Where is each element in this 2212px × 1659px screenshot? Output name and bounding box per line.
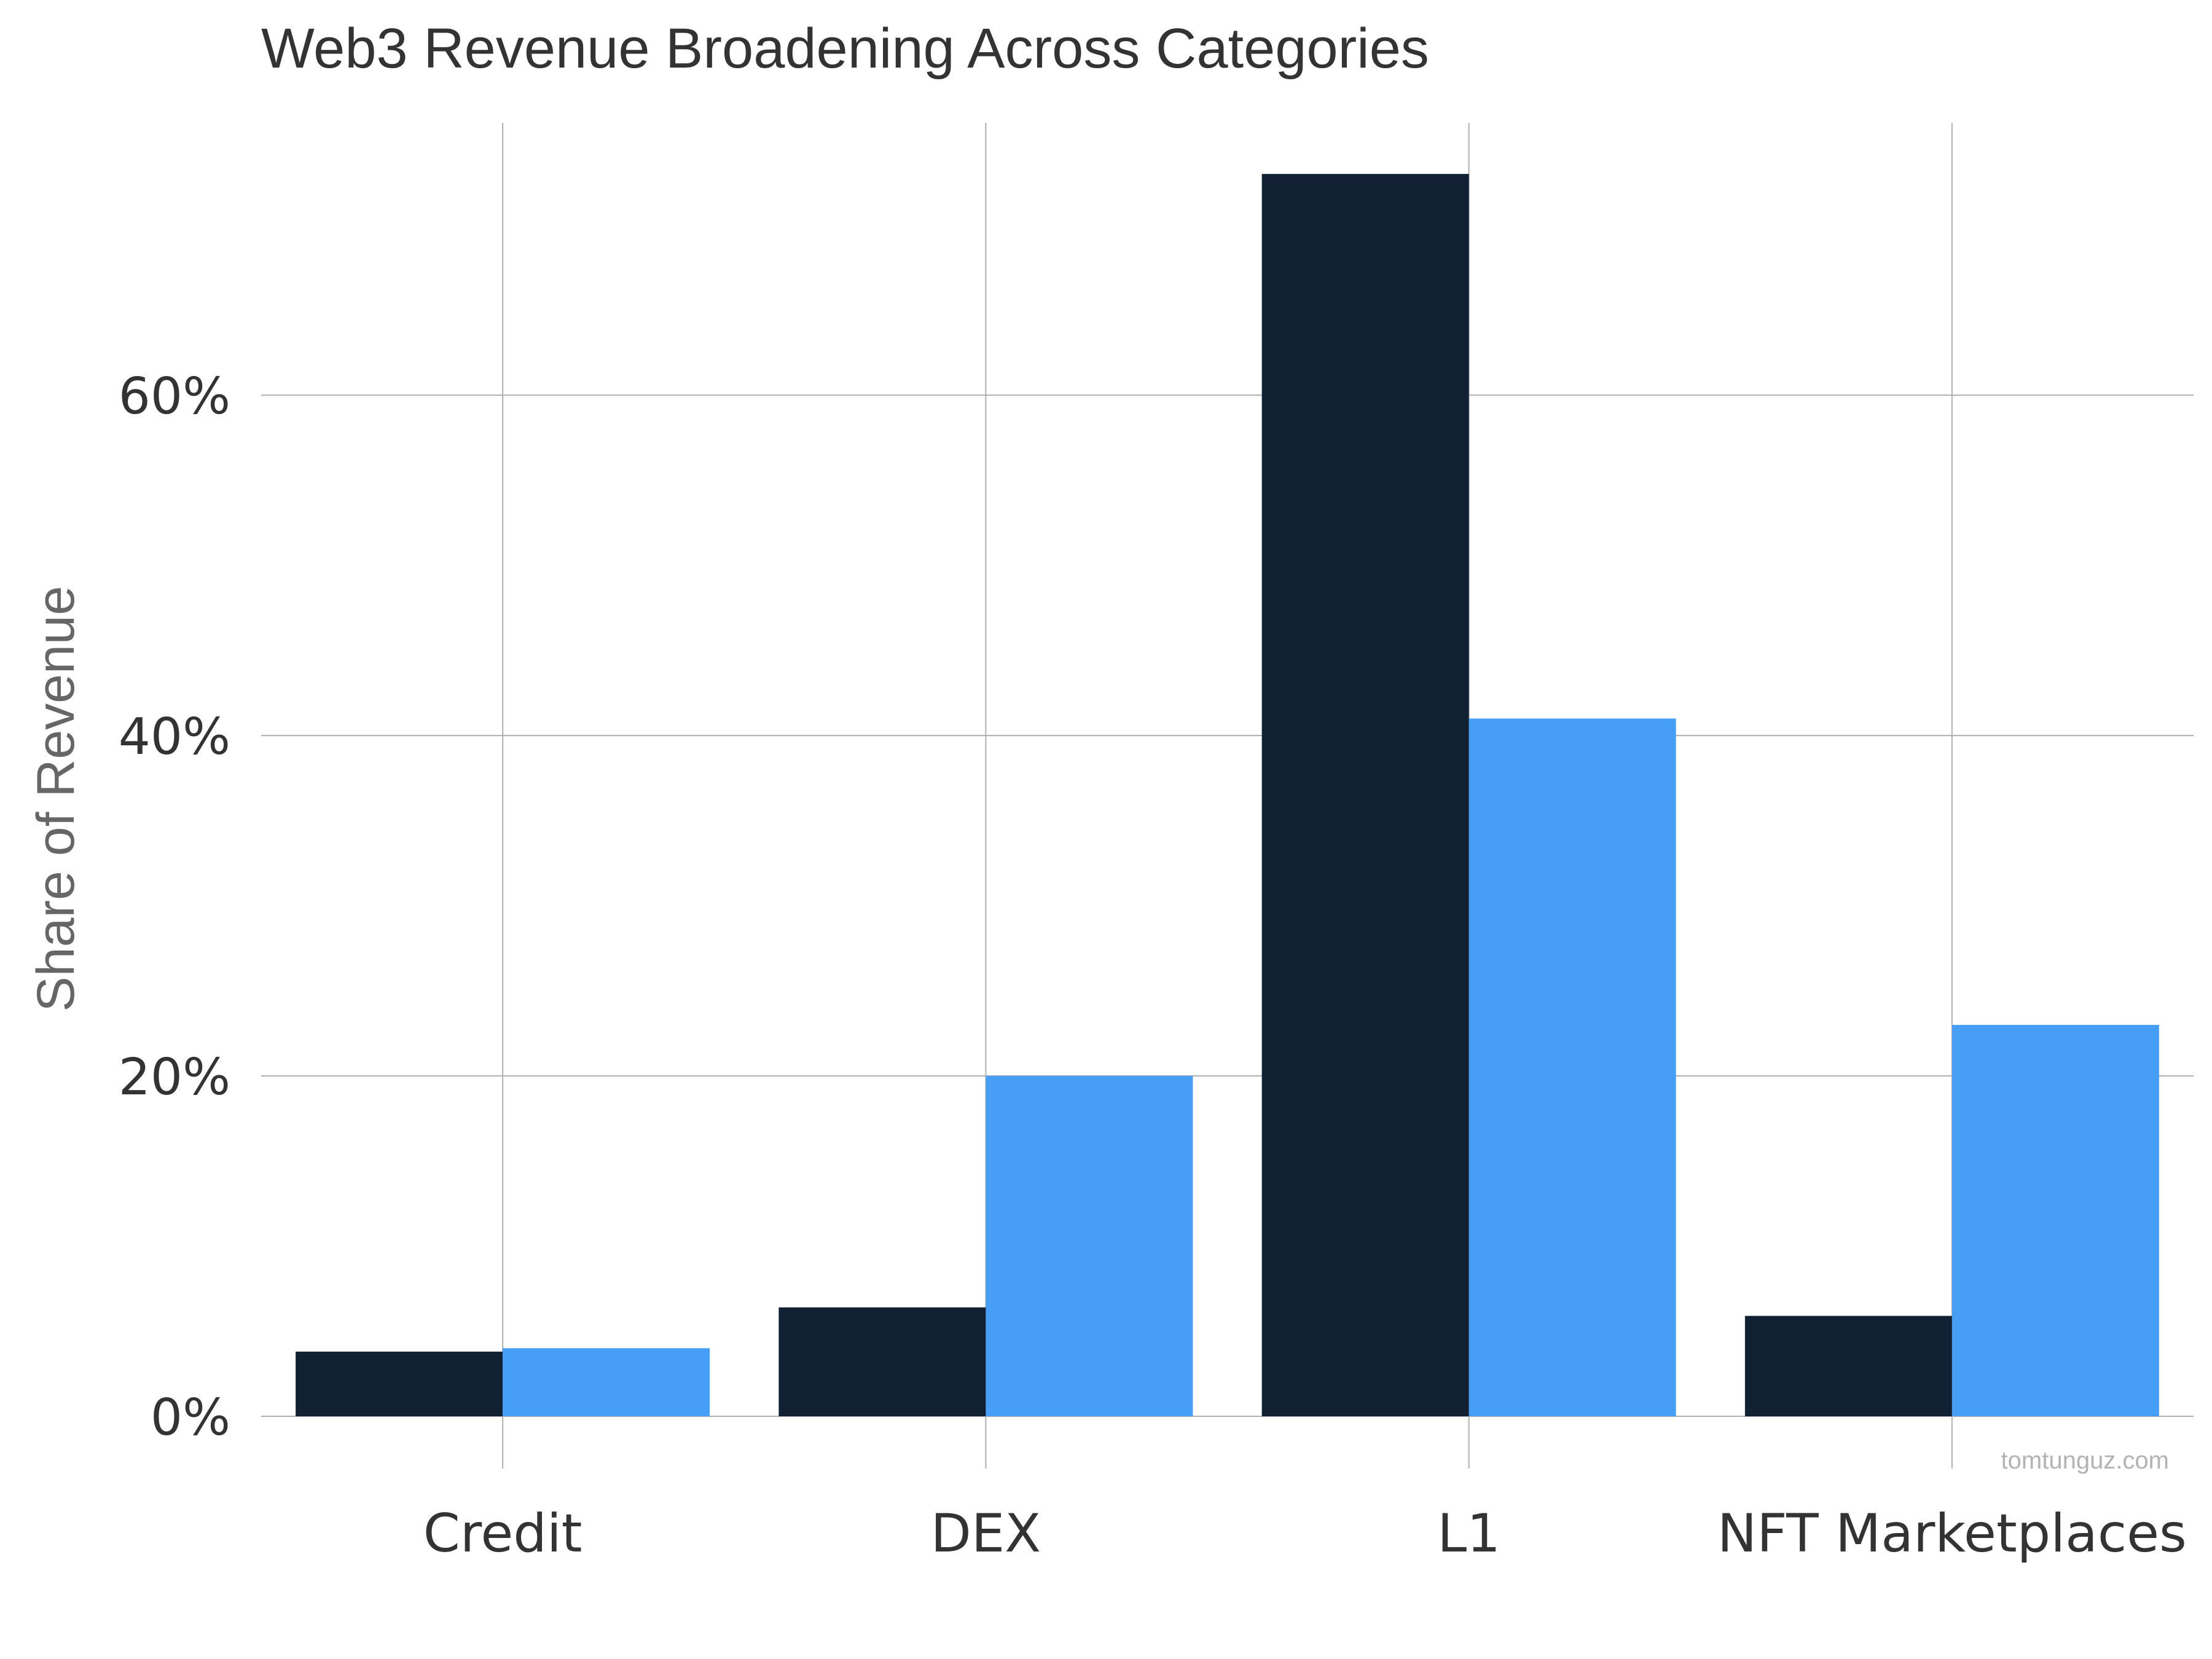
y-axis-label: Share of Revenue bbox=[26, 586, 85, 1011]
x-tick-label: DEX bbox=[931, 1503, 1041, 1564]
y-tick-label: 40% bbox=[119, 708, 230, 766]
x-tick-label: NFT Marketplaces bbox=[1717, 1503, 2187, 1564]
bar-series1-nft-marketplaces bbox=[1744, 1316, 1952, 1416]
y-tick-label: 0% bbox=[151, 1389, 230, 1447]
x-tick-label: L1 bbox=[1437, 1503, 1500, 1564]
bar-series2-dex bbox=[986, 1076, 1193, 1416]
bar-series1-dex bbox=[779, 1307, 986, 1416]
source-credit: tomtunguz.com bbox=[2001, 1447, 2169, 1474]
bar-series1-credit bbox=[296, 1351, 503, 1416]
bar-series2-nft-marketplaces bbox=[1951, 1024, 2159, 1416]
bar-series1-l1 bbox=[1261, 174, 1469, 1417]
y-tick-label: 20% bbox=[119, 1048, 230, 1107]
bars bbox=[296, 174, 2159, 1417]
y-tick-labels: 0% 20% 40% 60% bbox=[119, 367, 230, 1447]
x-tick-label: Credit bbox=[423, 1503, 582, 1564]
bar-series2-credit bbox=[503, 1348, 710, 1416]
x-tick-labels: Credit DEX L1 NFT Marketplaces bbox=[423, 1503, 2187, 1564]
y-tick-label: 60% bbox=[119, 367, 230, 426]
chart-title: Web3 Revenue Broadening Across Categorie… bbox=[261, 17, 1429, 80]
bar-series2-l1 bbox=[1469, 718, 1676, 1416]
grid bbox=[261, 123, 2194, 1469]
